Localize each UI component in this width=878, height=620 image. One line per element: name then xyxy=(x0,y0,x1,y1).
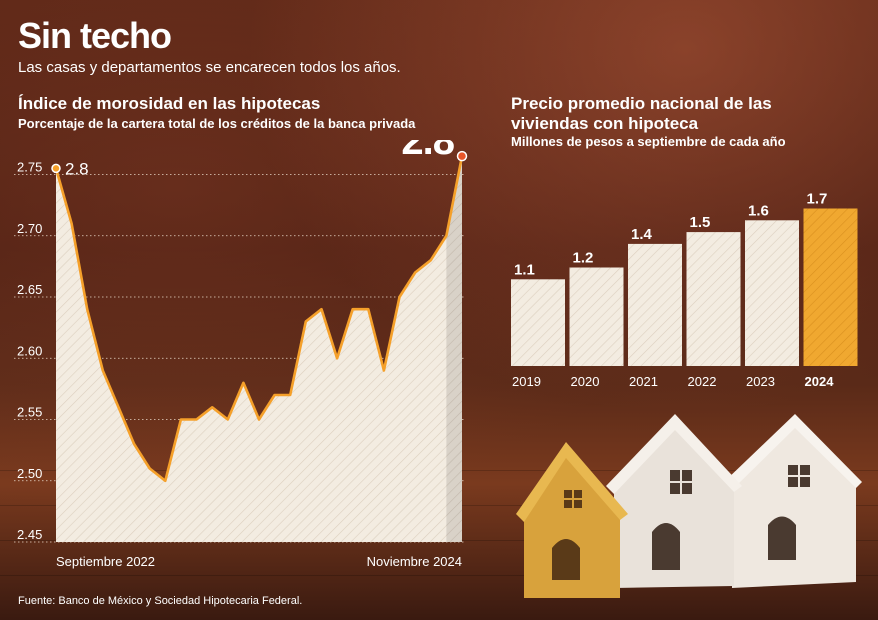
x-tick-label: 2022 xyxy=(688,374,717,389)
end-point-marker xyxy=(456,150,468,162)
left-chart-title: Índice de morosidad en las hipotecas xyxy=(18,94,321,113)
bar xyxy=(745,220,799,366)
bar-value-label: 1.6 xyxy=(748,202,769,219)
end-value-label: 2.8 xyxy=(401,140,454,163)
house-icon xyxy=(516,442,628,598)
bar-value-label: 1.7 xyxy=(807,191,828,208)
houses-illustration-icon xyxy=(516,414,862,598)
page-subtitle: Las casas y departamentos se encarecen t… xyxy=(18,59,401,76)
bar-value-label: 1.5 xyxy=(690,214,711,231)
x-tick-label: 2020 xyxy=(571,374,600,389)
start-value-label: 2.8 xyxy=(65,159,89,178)
y-tick-label: 2.65 xyxy=(17,282,42,297)
y-tick-label: 2.55 xyxy=(17,405,42,420)
page-title: Sin techo xyxy=(18,15,172,56)
house-icon xyxy=(724,414,862,588)
left-chart-subtitle: Porcentaje de la cartera total de los cr… xyxy=(18,116,416,131)
bar-value-label: 1.4 xyxy=(631,226,653,243)
x-tick-label: 2024 xyxy=(805,374,835,389)
bar xyxy=(803,208,858,366)
bar xyxy=(686,232,741,366)
x-tick-label: Septiembre 2022 xyxy=(56,554,155,569)
start-point-marker xyxy=(51,163,61,174)
house-icon xyxy=(606,414,742,588)
right-chart-subtitle: Millones de pesos a septiembre de cada a… xyxy=(511,134,786,149)
price-bar-chart: 1.1 2019 1.2 2020 1.4 2021 1.5 2022 1.6 2023 1.7 20… xyxy=(511,191,858,389)
area-end-highlight xyxy=(446,156,462,542)
bar xyxy=(628,243,682,366)
y-tick-label: 2.70 xyxy=(17,221,42,236)
area-fill xyxy=(56,156,462,542)
source-note: Fuente: Banco de México y Sociedad Hipot… xyxy=(18,595,303,607)
y-tick-label: 2.60 xyxy=(17,343,42,358)
series-line xyxy=(54,155,464,483)
bar xyxy=(569,267,624,366)
y-tick-label: 2.45 xyxy=(17,527,42,542)
bar xyxy=(511,279,565,366)
delinquency-area-chart: 2.45 2.50 2.55 2.60 2.65 2.70 2.75 2.8 2.8 Septi… xyxy=(14,140,468,569)
x-tick-label: Noviembre 2024 xyxy=(367,554,462,569)
x-tick-label: 2021 xyxy=(629,374,658,389)
y-tick-label: 2.50 xyxy=(17,466,42,481)
bar-value-label: 1.1 xyxy=(514,261,535,278)
x-tick-label: 2023 xyxy=(746,374,775,389)
x-tick-label: 2019 xyxy=(512,374,541,389)
y-tick-label: 2.75 xyxy=(17,160,42,175)
right-chart-title: Precio promedio nacional de las vivienda… xyxy=(511,94,772,133)
bar-value-label: 1.2 xyxy=(573,250,594,267)
